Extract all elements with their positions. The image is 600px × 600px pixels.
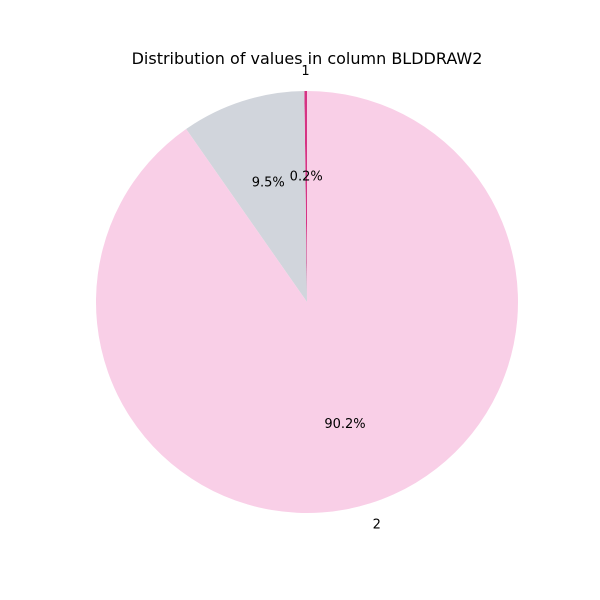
pie-labels: 0.2% 1 9.5% 90.2% 2 xyxy=(252,64,381,532)
pie-slice-2 xyxy=(95,91,518,513)
pie-category-label-0: 1 xyxy=(301,64,309,79)
pie-pct-label-1: 9.5% xyxy=(252,175,285,190)
pie-pct-label-0: 0.2% xyxy=(290,169,323,184)
chart-title: Distribution of values in column BLDDRAW… xyxy=(132,49,483,68)
pie-slice-1 xyxy=(186,91,307,303)
pie-category-label-2: 2 xyxy=(373,517,381,532)
pie-slices xyxy=(95,91,518,513)
pie-pct-label-2: 90.2% xyxy=(324,417,365,432)
pie-slice-0 xyxy=(304,91,307,302)
